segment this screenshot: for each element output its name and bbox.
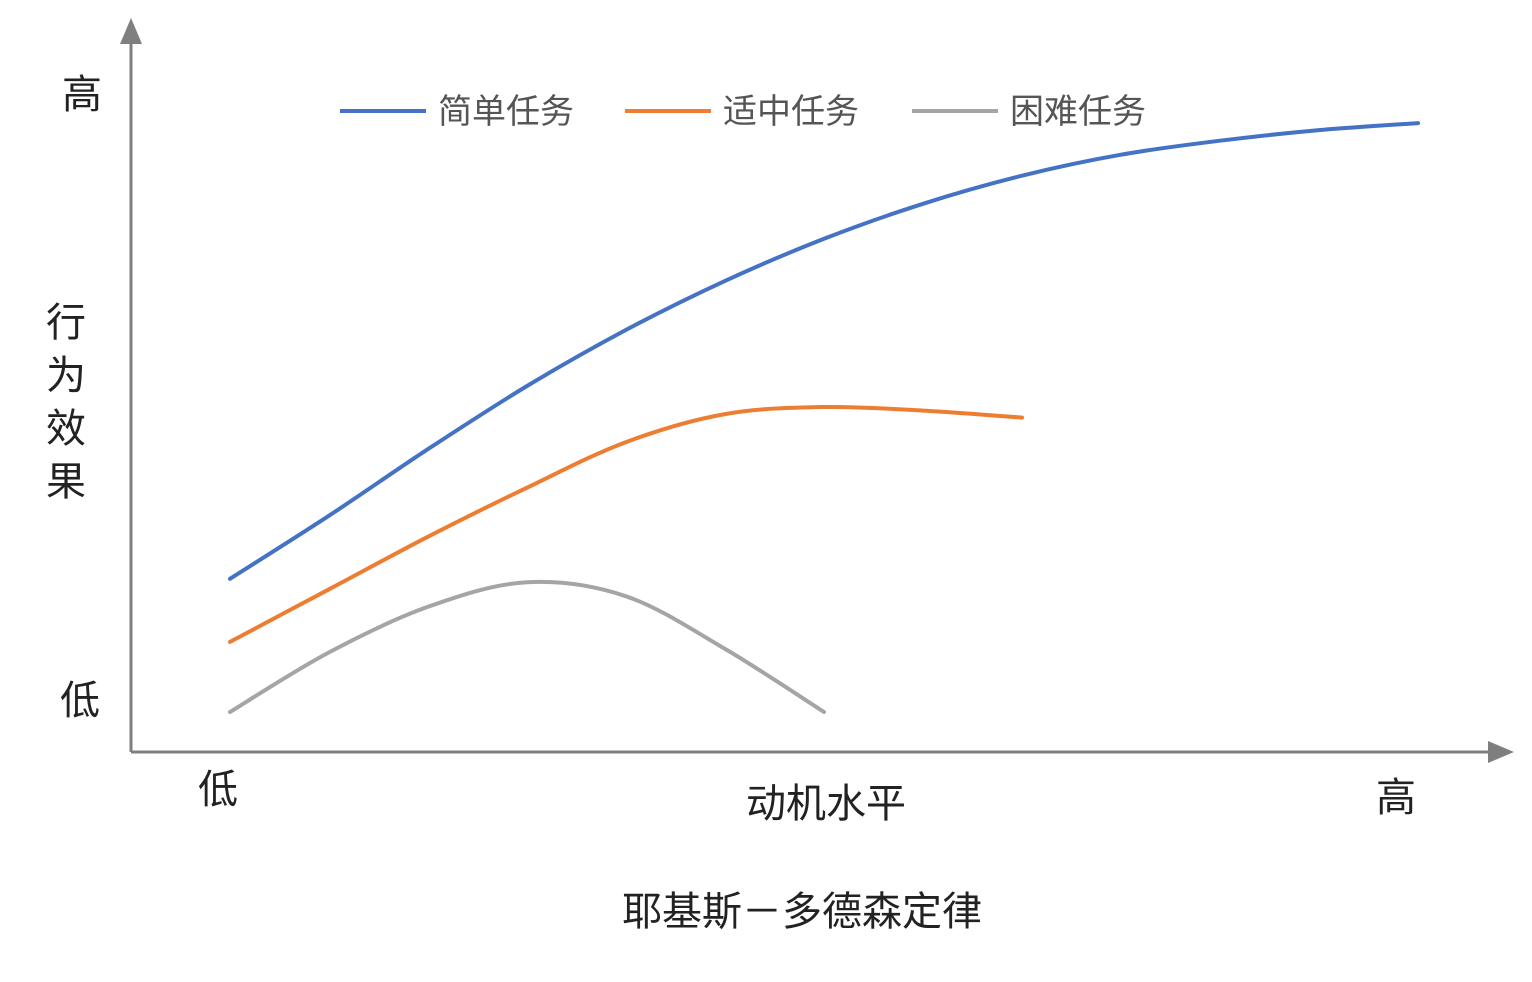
x-tick-low: 低 [198, 767, 238, 813]
legend-label-1: 简单任务 [438, 92, 574, 132]
legend-label-3: 困难任务 [1010, 92, 1146, 132]
series-group [228, 121, 1420, 714]
x-tick-high: 高 [1376, 775, 1416, 821]
legend: 简单任务 适中任务 困难任务 [340, 92, 1146, 132]
legend-label-2: 适中任务 [723, 92, 859, 132]
series-line-1 [228, 121, 1420, 581]
y-axis-arrow [120, 18, 142, 44]
x-axis-label: 动机水平 [746, 781, 906, 827]
y-axis-label: 行为效果 [46, 300, 86, 505]
series-line-3 [228, 579, 826, 714]
chart-title: 耶基斯－多德森定律 [622, 889, 982, 935]
y-tick-high: 高 [62, 72, 102, 118]
series-line-2 [228, 404, 1024, 644]
y-tick-low: 低 [60, 678, 100, 724]
x-axis-arrow [1488, 741, 1514, 763]
